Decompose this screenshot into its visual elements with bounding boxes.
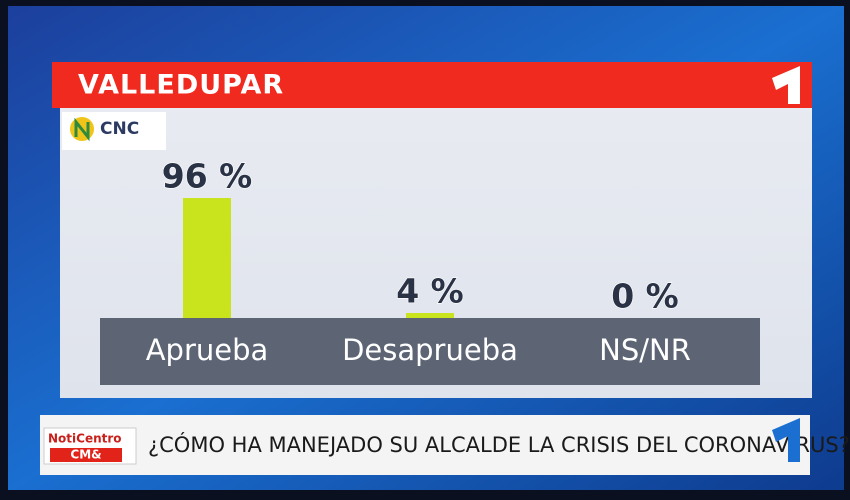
brand-sub: CM& [70,448,101,462]
category-label: Desaprueba [342,333,518,367]
value-label: 96 % [162,157,252,196]
category-band [100,318,760,385]
source-logo: CNC [100,119,139,139]
value-label: 4 % [396,272,464,311]
ticker-question: ¿CÓMO HA MANEJADO SU ALCALDE LA CRISIS D… [148,432,850,457]
brand-sub-box [50,448,122,462]
brand-name: NotiCentro [48,432,122,446]
category-label: Aprueba [146,333,269,367]
bar [406,313,454,318]
header-bar [52,62,812,108]
category-label: NS/NR [599,333,691,367]
value-label: 0 % [611,277,679,316]
channel-logo [772,418,800,462]
chart-title: VALLEDUPAR [78,70,284,101]
bar [183,198,231,318]
ticker-bar [40,415,810,475]
source-logo-icon [74,117,90,142]
channel-logo [772,66,800,104]
